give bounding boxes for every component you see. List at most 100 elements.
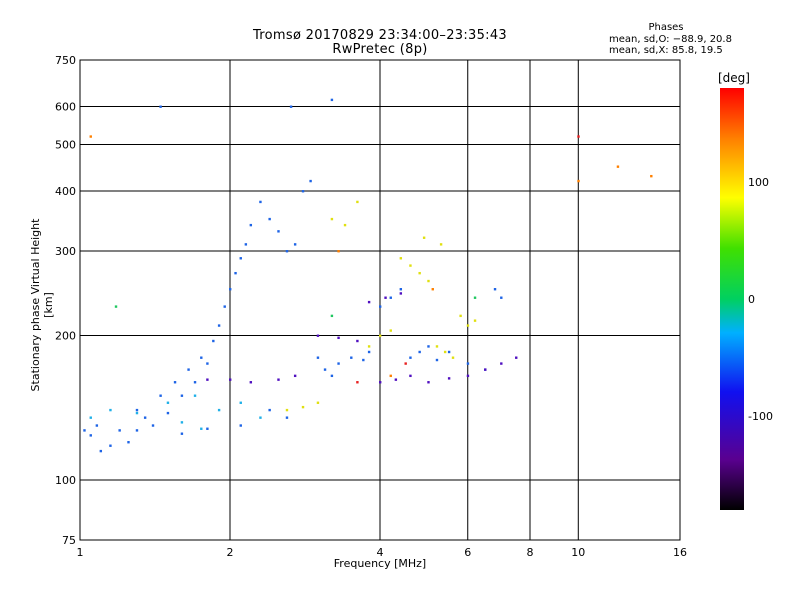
colorbar xyxy=(720,88,744,510)
data-point xyxy=(127,441,130,444)
x-tick-label: 6 xyxy=(464,546,471,559)
data-point xyxy=(343,223,347,227)
y-tick-label: 75 xyxy=(62,534,76,547)
data-point xyxy=(367,345,371,348)
data-point xyxy=(466,362,470,365)
colorbar-tick-label: 0 xyxy=(748,293,755,306)
colorbar-tick-label: -100 xyxy=(748,410,773,423)
data-point xyxy=(277,378,280,381)
data-point xyxy=(289,105,293,108)
data-point xyxy=(493,288,497,291)
data-point xyxy=(399,257,403,260)
data-point xyxy=(316,334,320,337)
data-point xyxy=(166,411,170,415)
data-point xyxy=(239,257,242,260)
y-tick-label: 400 xyxy=(55,185,76,198)
grid xyxy=(80,60,680,540)
data-point xyxy=(206,362,209,365)
data-point xyxy=(367,350,371,354)
data-point xyxy=(356,381,359,384)
data-point xyxy=(301,190,305,193)
y-axis-label: Stationary phase Virtual Height [km] xyxy=(29,218,55,392)
data-point xyxy=(83,429,86,432)
data-point xyxy=(95,424,99,427)
data-point xyxy=(435,358,439,362)
data-point xyxy=(89,135,92,138)
data-point xyxy=(143,416,147,419)
data-point xyxy=(384,296,387,299)
data-point xyxy=(323,368,327,371)
data-point xyxy=(389,374,392,378)
data-point xyxy=(447,350,451,354)
x-tick-label: 1 xyxy=(77,546,84,559)
data-point xyxy=(206,427,209,430)
x-axis-label: Frequency [MHz] xyxy=(333,557,427,570)
data-point xyxy=(577,135,580,138)
data-point xyxy=(193,394,197,397)
data-point xyxy=(330,217,334,221)
data-point xyxy=(114,305,118,308)
data-point xyxy=(316,356,320,359)
data-point xyxy=(427,345,430,348)
data-point xyxy=(443,350,447,354)
data-point xyxy=(350,356,353,359)
data-point xyxy=(229,288,232,291)
data-point xyxy=(293,374,297,378)
data-point xyxy=(650,174,653,178)
y-tick-label: 200 xyxy=(55,330,76,343)
data-point xyxy=(89,416,92,419)
data-point xyxy=(379,305,382,308)
colorbar-tick-label: 100 xyxy=(748,176,769,189)
data-point xyxy=(118,429,121,432)
data-point xyxy=(356,339,359,343)
data-point xyxy=(399,292,403,295)
data-point xyxy=(200,427,203,430)
chart-title: Tromsø 20170829 23:34:00–23:35:43 xyxy=(252,28,508,43)
data-point xyxy=(389,296,392,299)
data-point xyxy=(435,345,439,348)
data-point xyxy=(135,411,139,415)
data-point xyxy=(135,408,139,412)
data-point xyxy=(500,296,503,299)
data-point xyxy=(193,381,197,384)
data-point xyxy=(577,179,580,183)
data-point xyxy=(466,324,470,327)
stats-heading: Phases xyxy=(648,22,684,33)
data-point xyxy=(399,288,403,291)
data-point xyxy=(293,243,297,246)
data-point xyxy=(277,230,280,233)
y-tick-label: 600 xyxy=(55,101,76,114)
chart-subtitle: RwPretec (8p) xyxy=(332,42,428,57)
data-point xyxy=(330,98,334,102)
colorbar-ticks: 100 0 -100 xyxy=(748,176,773,423)
data-point xyxy=(268,217,271,221)
data-point xyxy=(330,374,334,378)
x-tick-label: 8 xyxy=(527,546,534,559)
data-point xyxy=(151,424,155,427)
data-point xyxy=(159,394,162,397)
data-point xyxy=(409,264,412,267)
data-point xyxy=(451,356,455,359)
x-tick-label: 16 xyxy=(673,546,687,559)
data-point xyxy=(409,374,412,378)
data-point xyxy=(484,368,487,371)
data-point xyxy=(330,314,334,318)
y-tick-label: 750 xyxy=(55,54,76,67)
scatter-points xyxy=(83,98,653,453)
data-point xyxy=(394,378,398,381)
data-point xyxy=(466,374,470,378)
data-point xyxy=(404,362,407,365)
data-point xyxy=(200,356,203,359)
x-tick-label: 10 xyxy=(571,546,585,559)
data-point xyxy=(285,408,289,412)
data-point xyxy=(389,329,392,332)
data-point xyxy=(166,401,170,404)
data-point xyxy=(187,368,190,371)
data-point xyxy=(309,179,312,183)
data-point xyxy=(316,401,320,404)
data-point xyxy=(206,378,209,381)
data-point xyxy=(217,324,221,327)
data-point xyxy=(234,271,237,275)
data-point xyxy=(217,408,221,412)
data-point xyxy=(259,416,262,419)
